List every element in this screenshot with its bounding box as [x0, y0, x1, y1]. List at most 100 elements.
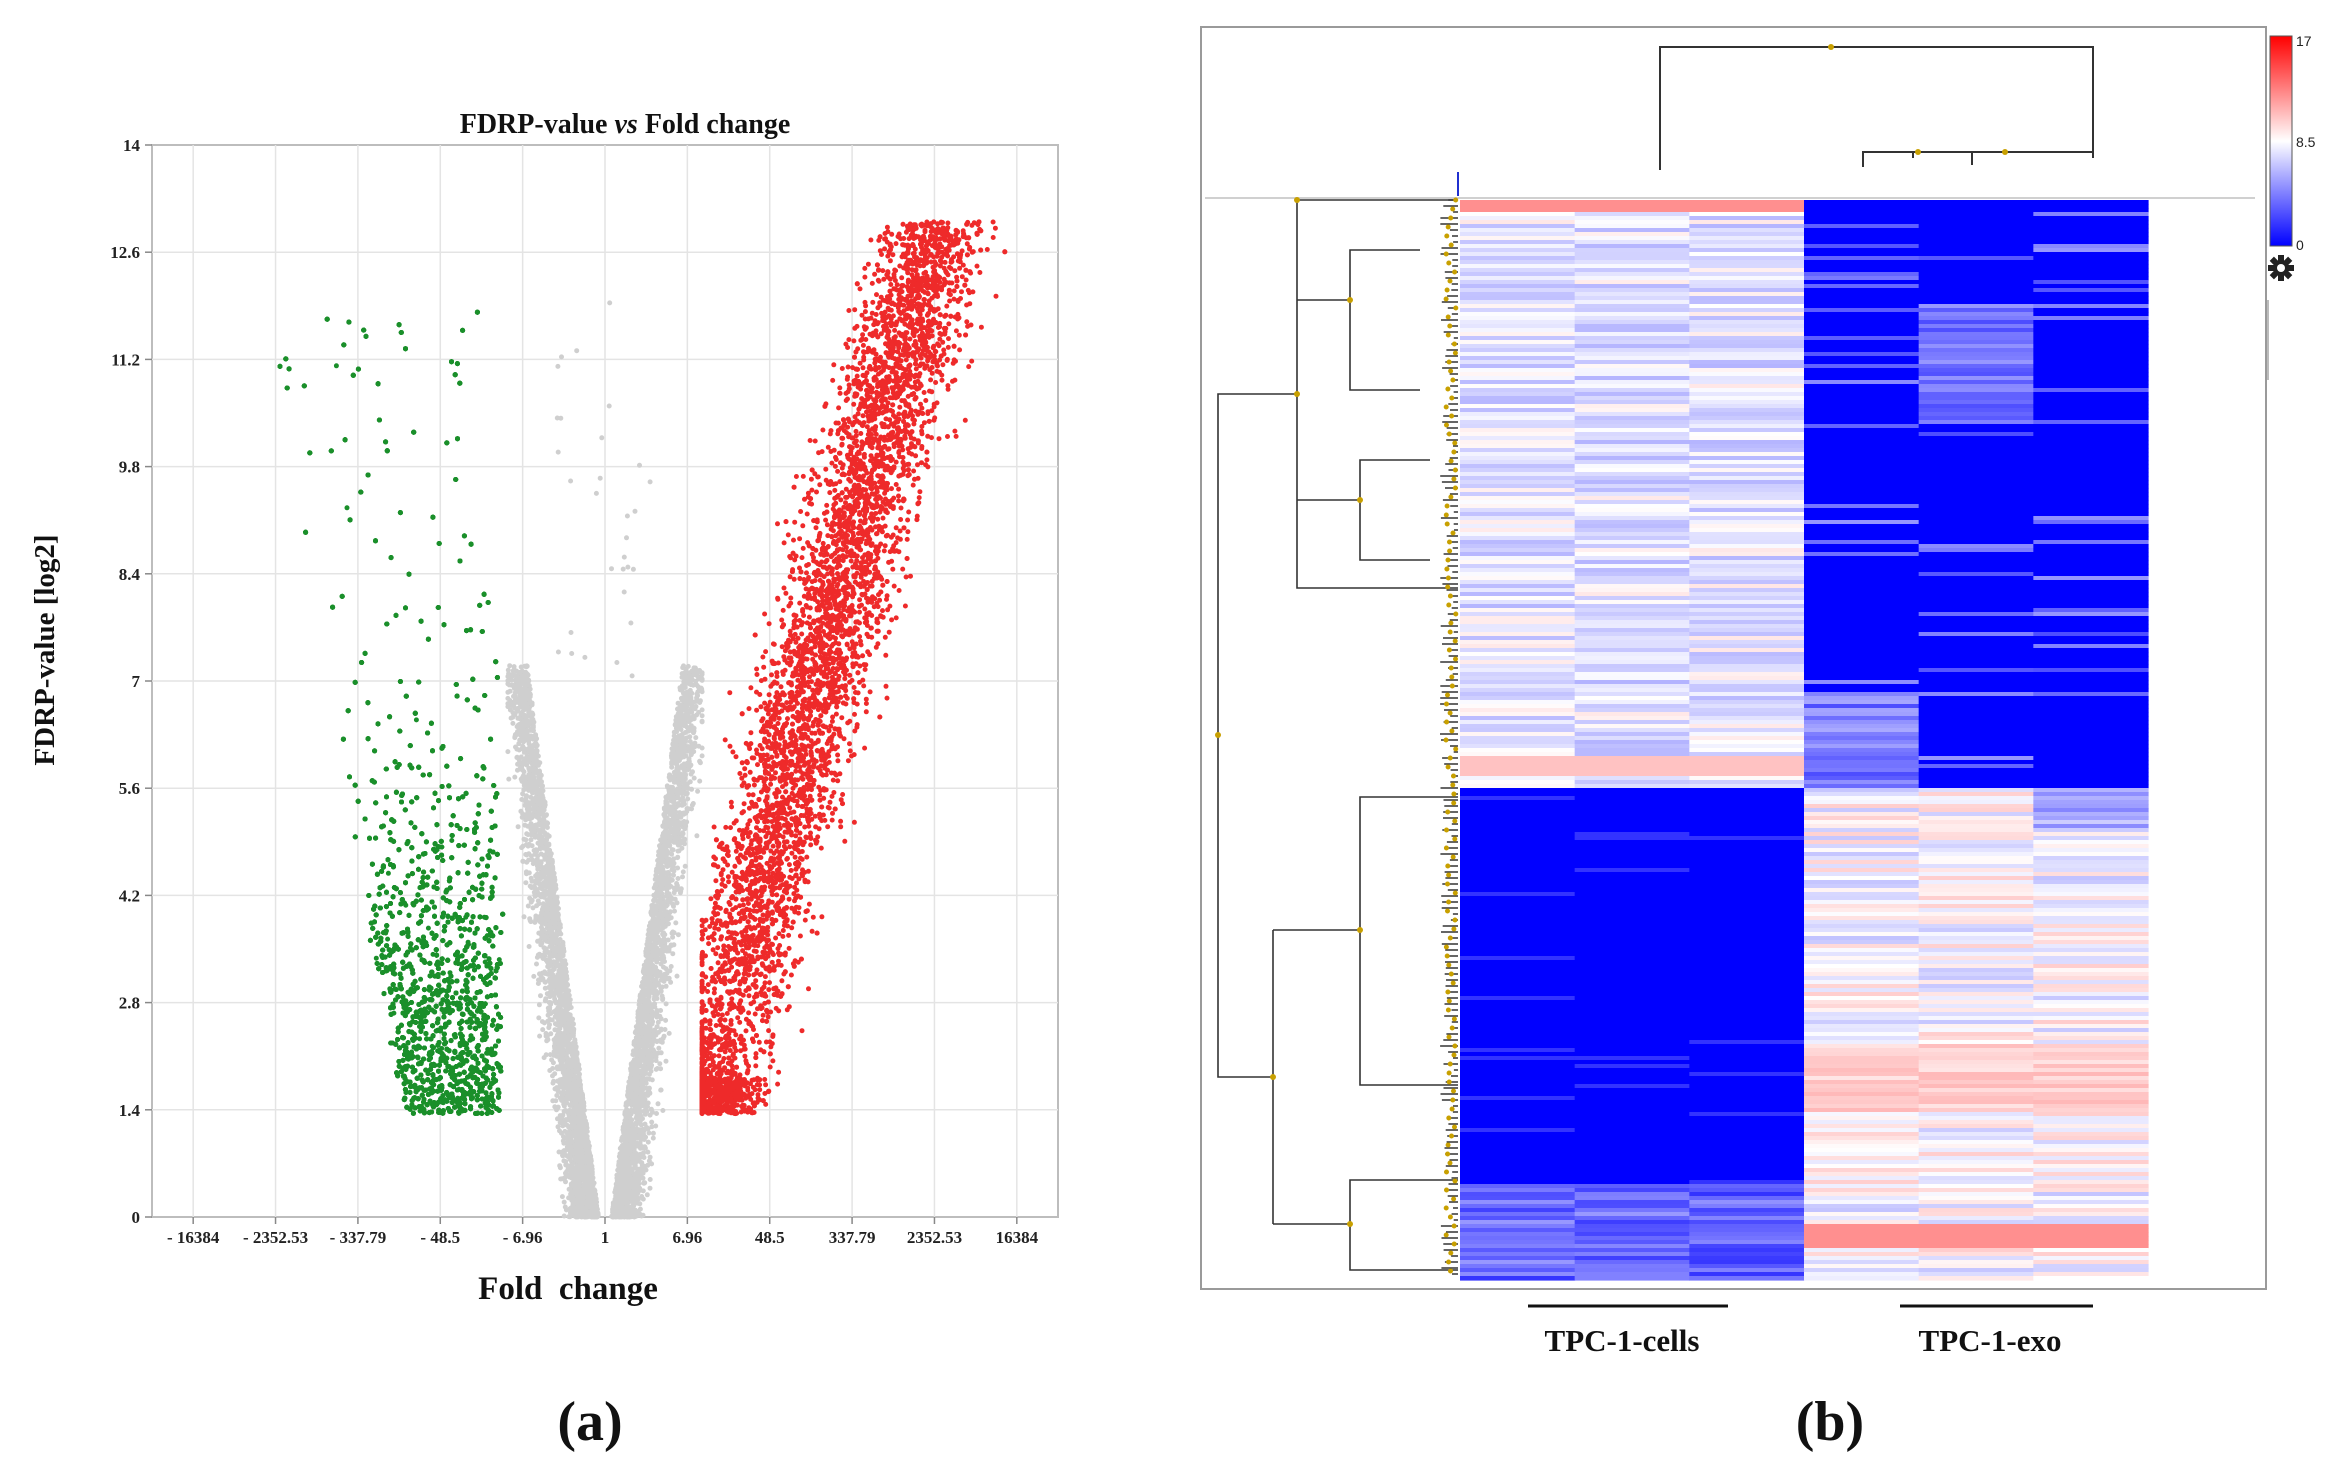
heatmap-cell	[1574, 1176, 1690, 1181]
heatmap-cell	[1689, 452, 1805, 457]
heatmap-cell	[1918, 1124, 2034, 1129]
heatmap-cell	[1574, 356, 1690, 361]
heatmap-cell	[1574, 1212, 1690, 1217]
heatmap-cell	[1918, 1060, 2034, 1065]
heatmap-cell	[1918, 800, 2034, 805]
heatmap-cell	[2033, 228, 2149, 233]
heatmap-cell	[1689, 624, 1805, 629]
heatmap-cell	[1689, 604, 1805, 609]
heatmap-cell	[1689, 1140, 1805, 1145]
heatmap-cell	[1689, 816, 1805, 821]
heatmap-cell	[1918, 1232, 2034, 1237]
heatmap-cell	[1804, 320, 1920, 325]
heatmap-cell	[1918, 1040, 2034, 1045]
heatmap-cell	[1460, 576, 1576, 581]
heatmap-cell	[2033, 684, 2149, 689]
heatmap-cell	[1918, 692, 2034, 697]
heatmap-cell	[1804, 1084, 1920, 1089]
heatmap-cell	[1918, 628, 2034, 633]
heatmap-cell	[1804, 460, 1920, 465]
heatmap-cell	[2033, 676, 2149, 681]
heatmap-cell	[1689, 1108, 1805, 1113]
heatmap-cell	[1574, 864, 1690, 869]
heatmap-cell	[1574, 408, 1690, 413]
heatmap-cell	[1689, 1208, 1805, 1213]
heatmap-cell	[1574, 824, 1690, 829]
panel-label-a: (a)	[557, 1391, 622, 1453]
heatmap-cell	[1918, 272, 2034, 277]
heatmap-cell	[1460, 1156, 1576, 1161]
heatmap-cell	[1689, 504, 1805, 509]
heatmap-cell	[1574, 1196, 1690, 1201]
heatmap-cell	[1804, 224, 1920, 229]
heatmap-cell	[1460, 1240, 1576, 1245]
panel-label-b: (b)	[1796, 1391, 1864, 1453]
heatmap-cell	[1460, 604, 1576, 609]
heatmap-cell	[1574, 540, 1690, 545]
heatmap-cell	[1574, 440, 1690, 445]
heatmap-cell	[2033, 860, 2149, 865]
heatmap-cell	[1804, 856, 1920, 861]
heatmap-cell	[1460, 336, 1576, 341]
heatmap-cell	[1574, 1172, 1690, 1177]
gear-icon[interactable]	[2268, 255, 2294, 281]
heatmap-cell	[1574, 620, 1690, 625]
heatmap-cell	[1804, 1096, 1920, 1101]
heatmap-cell	[2033, 1068, 2149, 1073]
heatmap-cell	[2033, 856, 2149, 861]
heatmap-cell	[1918, 700, 2034, 705]
heatmap-cell	[1918, 252, 2034, 257]
heatmap-cell	[1460, 340, 1576, 345]
heatmap-cell	[1689, 1200, 1805, 1205]
heatmap-cell	[1689, 1048, 1805, 1053]
heatmap-cell	[1460, 428, 1576, 433]
heatmap-cell	[1574, 848, 1690, 853]
heatmap-cell	[2033, 468, 2149, 473]
heatmap-cell	[1460, 396, 1576, 401]
heatmap-cell	[1918, 1004, 2034, 1009]
heatmap-cell	[1804, 280, 1920, 285]
heatmap-cell	[1460, 692, 1576, 697]
heatmap-cell	[1460, 1108, 1576, 1113]
heatmap-cell	[1460, 248, 1576, 253]
heatmap-cell	[1804, 344, 1920, 349]
heatmap-cell	[1918, 416, 2034, 421]
heatmap-cell	[1689, 224, 1805, 229]
heatmap-cell	[2033, 428, 2149, 433]
heatmap-cell	[1460, 884, 1576, 889]
heatmap-cell	[1804, 228, 1920, 233]
heatmap-cell	[1460, 1048, 1576, 1053]
heatmap-cell	[2033, 956, 2149, 961]
heatmap-cell	[2033, 1092, 2149, 1097]
heatmap-cell	[1460, 644, 1576, 649]
heatmap-cell	[1574, 524, 1690, 529]
heatmap-cell	[1574, 576, 1690, 581]
heatmap-cell	[2033, 1100, 2149, 1105]
heatmap-cell	[1689, 384, 1805, 389]
heatmap-cell	[1574, 492, 1690, 497]
heatmap-cell	[1804, 472, 1920, 477]
heatmap-cell	[1574, 1040, 1690, 1045]
heatmap-cell	[1460, 760, 1576, 765]
heatmap-cell	[2033, 1256, 2149, 1261]
heatmap-cell	[1918, 336, 2034, 341]
heatmap-cell	[1804, 1196, 1920, 1201]
heatmap-cell	[2033, 1208, 2149, 1213]
heatmap-cell	[1460, 896, 1576, 901]
heatmap-cell	[1804, 1116, 1920, 1121]
heatmap-cell	[1689, 708, 1805, 713]
heatmap-cell	[1574, 796, 1690, 801]
heatmap-cell	[1918, 616, 2034, 621]
heatmap-cell	[1804, 596, 1920, 601]
heatmap-cell	[1574, 896, 1690, 901]
heatmap-cell	[2033, 1064, 2149, 1069]
heatmap-cell	[1574, 280, 1690, 285]
heatmap-cell	[1460, 264, 1576, 269]
heatmap-cell	[1460, 404, 1576, 409]
heatmap-cell	[1918, 384, 2034, 389]
heatmap-cell	[1460, 676, 1576, 681]
heatmap-cell	[1689, 548, 1805, 553]
heatmap-cell	[1574, 1024, 1690, 1029]
heatmap-cell	[2033, 348, 2149, 353]
heatmap-cell	[2033, 932, 2149, 937]
